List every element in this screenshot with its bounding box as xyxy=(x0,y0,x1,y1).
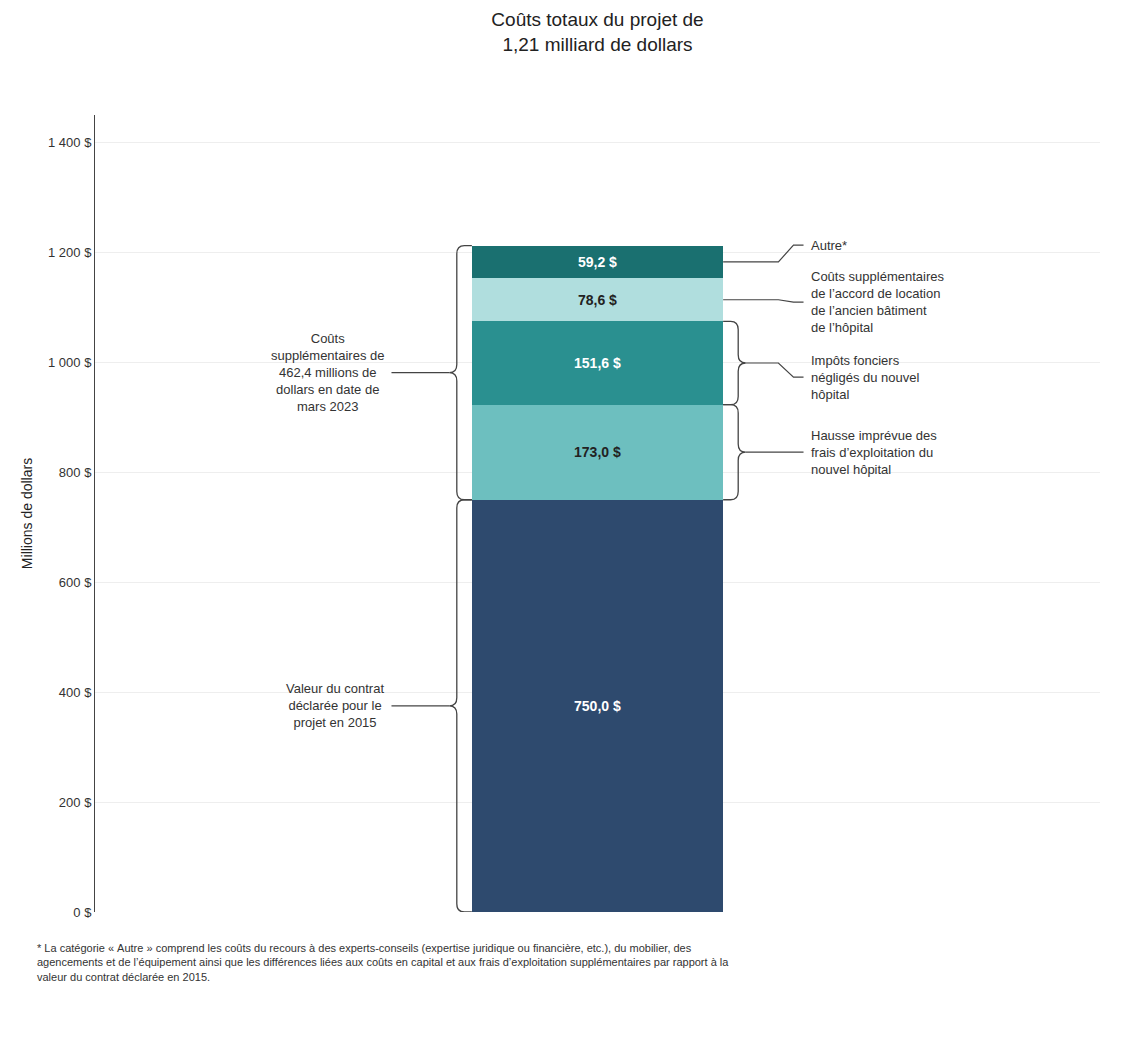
svg-text:800 $: 800 $ xyxy=(59,465,92,480)
svg-text:59,2 $: 59,2 $ xyxy=(578,254,617,270)
svg-text:200 $: 200 $ xyxy=(59,795,92,810)
svg-text:750,0 $: 750,0 $ xyxy=(574,698,621,714)
svg-text:400 $: 400 $ xyxy=(59,685,92,700)
svg-text:Valeur du contratdéclarée pour: Valeur du contratdéclarée pour leprojet … xyxy=(286,681,384,730)
svg-text:0 $: 0 $ xyxy=(73,905,92,920)
svg-text:1 400 $: 1 400 $ xyxy=(48,135,92,150)
svg-text:173,0 $: 173,0 $ xyxy=(574,444,621,460)
svg-text:* La catégorie « Autre » compr: * La catégorie « Autre » comprend les co… xyxy=(37,942,729,983)
svg-text:Coûts totaux du projet de1,21: Coûts totaux du projet de1,21 milliard d… xyxy=(491,9,703,55)
svg-text:Hausse imprévue desfrais d’exp: Hausse imprévue desfrais d’exploitation … xyxy=(811,428,937,477)
svg-text:Coûtssupplémentaires de462,4 m: Coûtssupplémentaires de462,4 millions de… xyxy=(271,331,384,414)
svg-text:Autre*: Autre* xyxy=(811,238,847,253)
svg-text:600 $: 600 $ xyxy=(59,575,92,590)
svg-text:Impôts fonciersnégligés du nou: Impôts fonciersnégligés du nouvelhôpital xyxy=(811,353,920,402)
svg-text:1 200 $: 1 200 $ xyxy=(48,245,92,260)
svg-text:78,6 $: 78,6 $ xyxy=(578,292,617,308)
svg-text:Coûts supplémentairesde l’acco: Coûts supplémentairesde l’accord de loca… xyxy=(811,269,944,335)
svg-text:1 000 $: 1 000 $ xyxy=(48,355,92,370)
svg-text:Millions de dollars: Millions de dollars xyxy=(19,458,35,569)
svg-text:151,6 $: 151,6 $ xyxy=(574,355,621,371)
